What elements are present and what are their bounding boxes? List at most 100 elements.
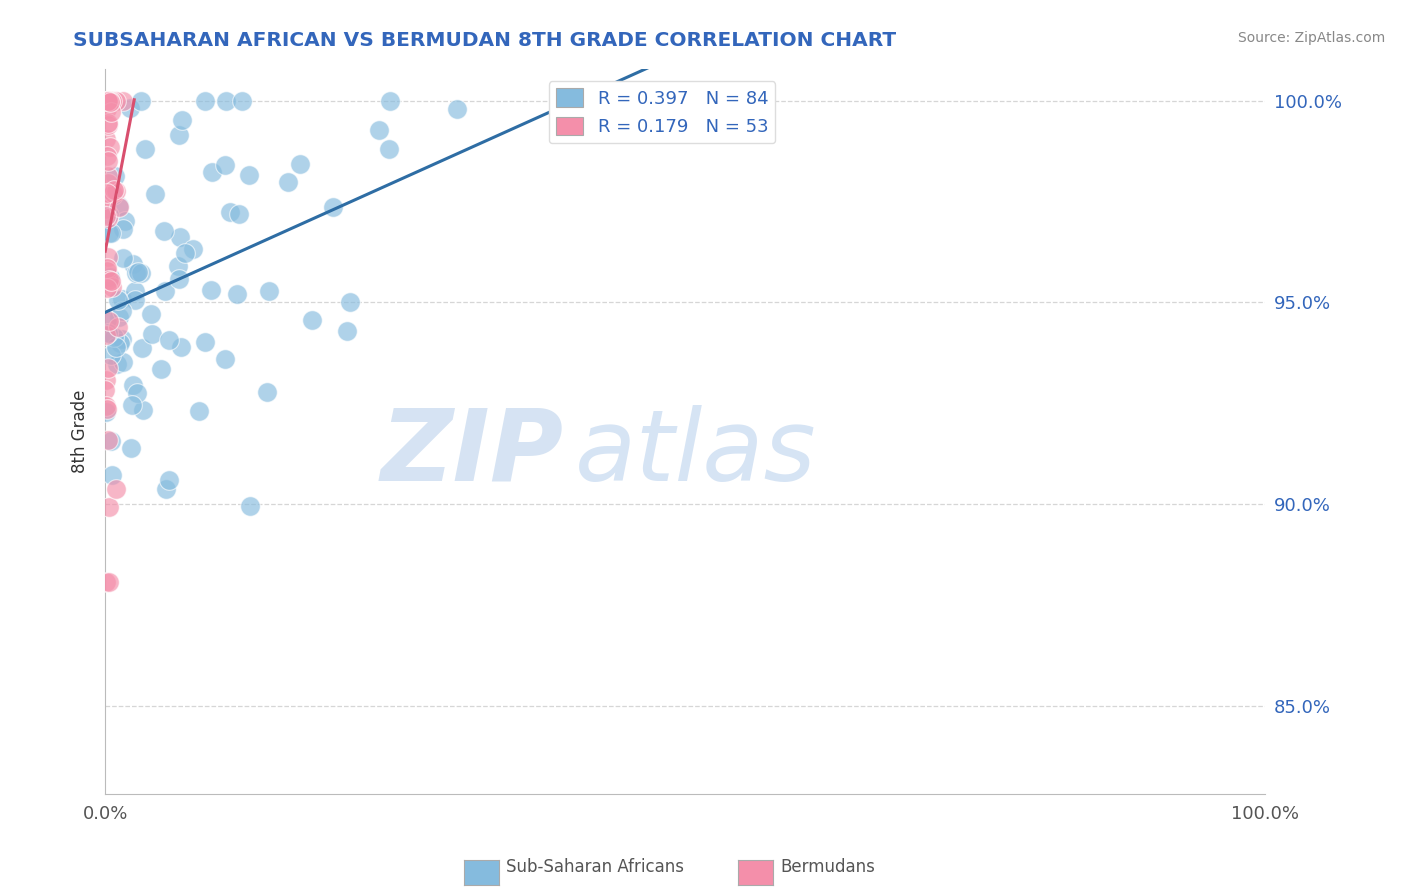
Point xyxy=(96,102,118,116)
Point xyxy=(96,149,118,163)
Point xyxy=(104,169,127,184)
Point xyxy=(98,208,121,222)
Point xyxy=(215,94,238,108)
Y-axis label: 8th Grade: 8th Grade xyxy=(72,390,89,473)
Point xyxy=(101,186,124,201)
Point xyxy=(107,293,129,307)
Text: Bermudans: Bermudans xyxy=(780,858,875,876)
Point xyxy=(100,227,122,241)
Point xyxy=(277,175,299,189)
Point xyxy=(97,500,120,514)
Point xyxy=(157,333,180,347)
Text: Source: ZipAtlas.com: Source: ZipAtlas.com xyxy=(1237,31,1385,45)
Point xyxy=(183,242,205,256)
Point xyxy=(105,94,128,108)
Point xyxy=(201,165,224,179)
Point xyxy=(131,341,153,355)
Point xyxy=(97,189,120,203)
Point xyxy=(96,373,118,387)
Point xyxy=(96,261,118,276)
Point xyxy=(257,284,280,298)
Point xyxy=(98,273,121,287)
Point xyxy=(97,118,120,132)
Point xyxy=(98,95,121,110)
Point xyxy=(97,169,120,183)
Point xyxy=(97,94,120,108)
Point xyxy=(114,214,136,228)
Point xyxy=(108,201,131,215)
Point xyxy=(94,327,117,342)
Point xyxy=(96,405,118,419)
Point xyxy=(368,123,391,137)
Point xyxy=(288,157,311,171)
Point xyxy=(169,230,191,244)
Point xyxy=(110,335,132,350)
Point xyxy=(94,384,117,398)
Point xyxy=(97,153,120,168)
Point xyxy=(98,94,121,108)
Point xyxy=(101,94,124,108)
Point xyxy=(97,116,120,130)
Point xyxy=(100,94,122,108)
Point xyxy=(107,319,129,334)
Point xyxy=(103,330,125,344)
Point xyxy=(98,227,121,241)
Point xyxy=(339,294,361,309)
Point xyxy=(134,142,156,156)
Point xyxy=(194,334,217,349)
Point xyxy=(98,314,121,328)
Point xyxy=(112,251,135,265)
Point xyxy=(96,94,118,108)
Point xyxy=(96,401,118,416)
Point xyxy=(169,128,191,142)
Point xyxy=(97,211,120,225)
Point xyxy=(139,307,162,321)
Point xyxy=(239,499,262,513)
Point xyxy=(111,94,134,108)
Point xyxy=(108,198,131,212)
Point xyxy=(97,176,120,190)
Point xyxy=(111,332,134,346)
Point xyxy=(167,272,190,286)
Point xyxy=(105,184,128,198)
Point xyxy=(100,105,122,120)
Point xyxy=(105,482,128,496)
Point xyxy=(167,259,190,273)
Point xyxy=(219,205,242,219)
Point xyxy=(149,362,172,376)
Point xyxy=(256,384,278,399)
Point xyxy=(100,467,122,482)
Point xyxy=(301,313,323,327)
Point xyxy=(97,360,120,375)
Point xyxy=(97,94,120,108)
Point xyxy=(100,94,122,108)
Point xyxy=(378,142,401,156)
Point xyxy=(96,186,118,200)
Point xyxy=(124,293,146,307)
Point xyxy=(127,265,149,279)
Point xyxy=(96,263,118,277)
Point xyxy=(153,224,176,238)
Point xyxy=(94,202,117,216)
Text: SUBSAHARAN AFRICAN VS BERMUDAN 8TH GRADE CORRELATION CHART: SUBSAHARAN AFRICAN VS BERMUDAN 8TH GRADE… xyxy=(73,31,896,50)
Point xyxy=(153,284,176,298)
Point xyxy=(100,94,122,108)
Point xyxy=(322,200,344,214)
Point xyxy=(94,209,117,223)
Legend: R = 0.397   N = 84, R = 0.179   N = 53: R = 0.397 N = 84, R = 0.179 N = 53 xyxy=(548,81,776,144)
Point xyxy=(124,267,146,281)
Point xyxy=(187,403,209,417)
Point xyxy=(111,222,134,236)
Point xyxy=(97,434,120,448)
Point xyxy=(110,292,132,306)
Point xyxy=(225,287,247,301)
Point xyxy=(101,187,124,202)
Point xyxy=(96,94,118,108)
Point xyxy=(96,399,118,413)
Point xyxy=(98,140,121,154)
Point xyxy=(124,284,146,298)
Point xyxy=(104,340,127,354)
Point xyxy=(96,94,118,108)
Point xyxy=(97,250,120,264)
Point xyxy=(200,283,222,297)
